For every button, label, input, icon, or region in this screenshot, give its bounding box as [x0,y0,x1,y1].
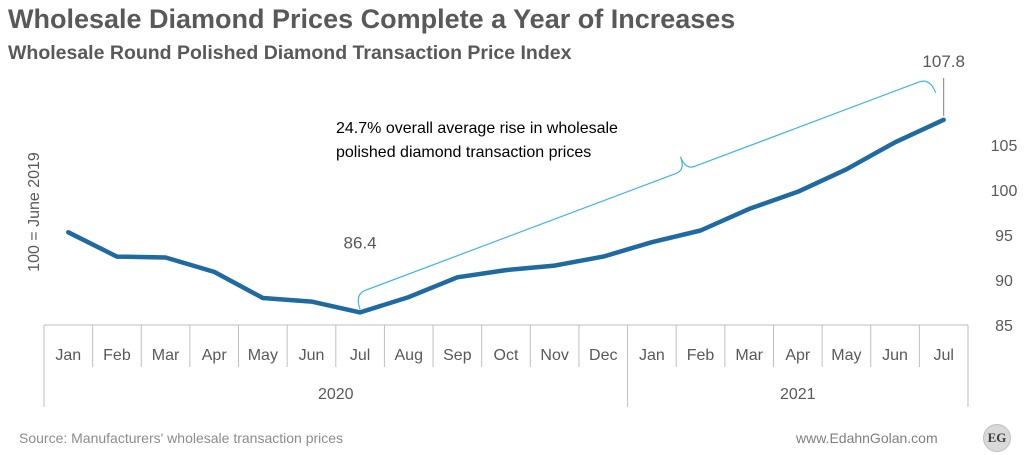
data-point [650,240,654,244]
x-tick-label: Nov [540,347,568,364]
website-link[interactable]: www.EdahnGolan.com [796,430,938,446]
x-tick-label: Jun [882,347,908,364]
data-point [115,255,119,259]
x-tick-label: Jan [55,347,81,364]
year-label: 2020 [318,386,354,403]
y-tick-label: 85 [995,318,1013,335]
data-point [699,229,703,232]
x-tick-label: Sep [443,347,472,364]
x-tick-label: Feb [103,347,131,364]
data-point [212,270,216,274]
x-tick-label: Dec [589,347,617,364]
x-tick-label: Jun [299,347,325,364]
data-point [747,207,751,211]
annotation-bracket [357,80,937,310]
x-tick-label: May [831,347,861,364]
x-tick-label: Mar [152,347,180,364]
year-label: 2021 [780,386,816,403]
data-point [601,255,605,259]
data-point [942,118,946,122]
data-point [455,275,459,279]
y-tick-label: 90 [995,273,1013,290]
data-point [164,256,168,259]
logo-badge: EG [983,424,1011,452]
annotation-text: polished diamond transaction prices [336,144,591,161]
x-tick-label: Mar [735,347,763,364]
x-tick-label: Feb [687,347,715,364]
y-tick-label: 95 [995,228,1013,245]
chart-title: Wholesale Diamond Prices Complete a Year… [8,4,736,34]
y-axis-label: 100 = June 2019 [26,152,43,272]
data-point [261,296,265,300]
data-point [893,140,897,144]
x-tick-label: Aug [395,347,423,364]
data-point [407,295,411,299]
data-label: 107.8 [922,52,965,71]
data-point [553,264,557,268]
data-point [796,190,800,194]
annotation-text: 24.7% overall average rise in wholesale [336,120,618,137]
x-tick-label: Jul [350,347,370,364]
x-tick-label: Oct [494,347,519,364]
chart-subtitle: Wholesale Round Polished Diamond Transac… [8,42,572,64]
x-tick-label: May [248,347,278,364]
x-tick-label: Jan [639,347,665,364]
source-note: Source: Manufacturers' wholesale transac… [19,430,344,446]
x-tick-label: Apr [202,347,228,364]
data-point [504,268,508,272]
data-point [309,300,313,304]
data-point [358,310,362,314]
x-tick-label: Apr [785,347,811,364]
y-tick-label: 100 [991,183,1018,200]
data-point [844,167,848,171]
y-tick-label: 105 [991,138,1018,155]
data-label: 86.4 [344,233,377,252]
data-point [66,230,70,234]
x-tick-label: Jul [933,347,953,364]
